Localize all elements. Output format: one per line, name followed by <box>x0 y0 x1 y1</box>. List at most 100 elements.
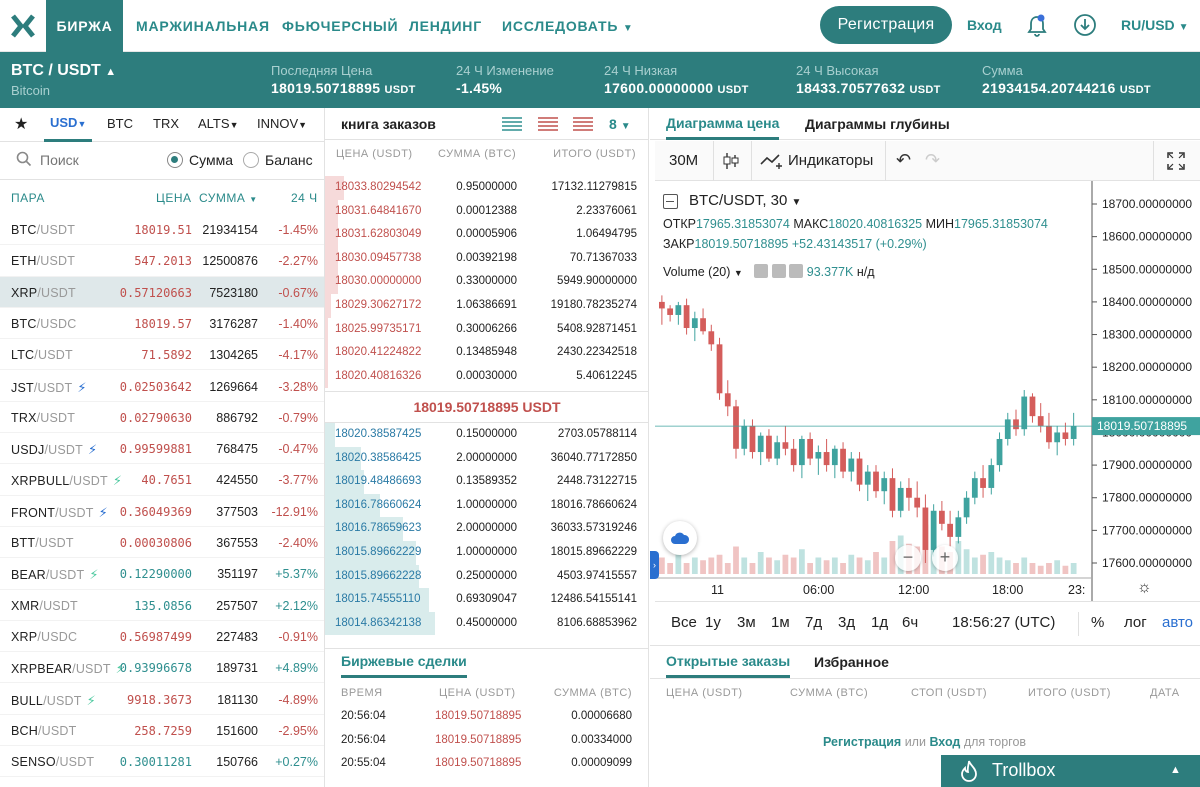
ask-row[interactable]: 18020.41224822 0.13485948 2430.22342518 <box>325 341 648 365</box>
fullscreen-icon[interactable] <box>1167 152 1185 175</box>
market-tab-btc[interactable]: BTC <box>107 116 133 131</box>
market-tab-trx[interactable]: TRX <box>153 116 179 131</box>
download-icon[interactable] <box>1073 13 1097 42</box>
pair-row[interactable]: USDJ/USDT ⚡ 0.99599881 768475 -0.47% <box>0 433 324 465</box>
nav-tab-exchange[interactable]: БИРЖА <box>46 0 123 52</box>
ask-row[interactable]: 18025.99735171 0.30006266 5408.92871451 <box>325 317 648 342</box>
nav-tab-futures[interactable]: ФЬЮЧЕРСНЫЙ <box>282 18 399 34</box>
interval-button[interactable]: 30M <box>669 152 699 169</box>
language-currency-select[interactable]: RU/USD ▼ <box>1121 17 1188 33</box>
auto-toggle[interactable]: авто <box>1162 614 1194 631</box>
zoom-out-button[interactable]: − <box>895 545 921 571</box>
ask-row[interactable]: 18031.64841670 0.00012388 2.23376061 <box>325 199 648 224</box>
range-button[interactable]: 1y <box>705 614 721 631</box>
bid-row[interactable]: 18014.86342138 0.45000000 8106.68853962 <box>325 611 648 636</box>
indicators-icon[interactable] <box>760 152 784 175</box>
register-button[interactable]: Регистрация <box>820 6 952 44</box>
expand-left-icon[interactable]: › <box>650 551 659 579</box>
depth-select[interactable]: 8 ▼ <box>609 116 631 132</box>
settings-icon[interactable] <box>771 264 786 278</box>
pair-row[interactable]: ETH/USDT 547.2013 12500876 -2.27% <box>0 245 324 277</box>
cloud-icon[interactable] <box>663 521 697 555</box>
pair-row[interactable]: TRX/USDT 0.02790630 886792 -0.79% <box>0 402 324 434</box>
bid-row[interactable]: 18016.78660624 1.00000000 18016.78660624 <box>325 493 648 518</box>
range-button[interactable]: 3д <box>838 614 856 631</box>
ask-row[interactable]: 18030.00000000 0.33000000 5949.90000000 <box>325 270 648 294</box>
nav-tab-lending[interactable]: ЛЕНДИНГ <box>409 18 482 34</box>
bid-row[interactable]: 18015.89662228 0.25000000 4503.97415557 <box>325 564 648 589</box>
view-bids-icon[interactable] <box>572 116 594 137</box>
col-pair[interactable]: ПАРА <box>11 191 45 205</box>
nav-tab-margin[interactable]: МАРЖИНАЛЬНАЯ <box>136 18 270 34</box>
utc-clock[interactable]: 18:56:27 (UTC) <box>952 614 1056 631</box>
candles-icon[interactable] <box>722 151 740 176</box>
tab-open-orders[interactable]: Открытые заказы <box>666 646 791 678</box>
remove-icon[interactable] <box>789 264 804 278</box>
bid-row[interactable]: 18020.38586425 2.00000000 36040.77172850 <box>325 446 648 471</box>
pair-row[interactable]: BTC/USDC 18019.57 3176287 -1.40% <box>0 308 324 340</box>
trollbox-bar[interactable]: Trollbox ▲ <box>941 755 1200 787</box>
chart-symbol[interactable]: BTC/USDT, 30 ▼ <box>689 192 801 209</box>
range-button[interactable]: 1д <box>871 614 889 631</box>
pair-row[interactable]: XMR/USDT 135.0856 257507 +2.12% <box>0 590 324 621</box>
pair-row[interactable]: XRPBULL/USDT ⚡ 40.7651 424550 -3.77% <box>0 464 324 496</box>
tab-price-chart[interactable]: Диаграмма цена <box>666 108 780 140</box>
volume-legend[interactable]: Volume (20) ▼ 93.377K н/д <box>663 264 874 279</box>
pair-row[interactable]: XRP/USDT 0.57120663 7523180 -0.67% <box>0 276 324 308</box>
range-button[interactable]: Все <box>671 614 697 631</box>
percent-toggle[interactable]: % <box>1091 614 1105 631</box>
market-search-input[interactable] <box>40 149 150 171</box>
trades-title[interactable]: Биржевые сделки <box>341 653 467 678</box>
login-link[interactable]: Вход <box>967 17 1002 33</box>
col-change[interactable]: 24 Ч <box>291 191 318 205</box>
view-asks-icon[interactable] <box>537 116 559 137</box>
ask-row[interactable]: 18030.09457738 0.00392198 70.71367033 <box>325 246 648 271</box>
tab-depth-chart[interactable]: Диаграммы глубины <box>805 116 950 132</box>
market-tab-usd[interactable]: USD▼ <box>44 108 93 142</box>
nav-tab-explore[interactable]: ИССЛЕДОВАТЬ ▼ <box>502 0 634 52</box>
undo-icon[interactable]: ↶ <box>896 150 912 170</box>
eye-icon[interactable] <box>754 264 769 278</box>
ask-row[interactable]: 18029.30627172 1.06386691 19180.78235274 <box>325 294 648 318</box>
pair-row[interactable]: BTT/USDT 0.00030806 367553 -2.40% <box>0 527 324 559</box>
bid-row[interactable]: 18015.74555110 0.69309047 12486.54155141 <box>325 588 648 612</box>
col-sum[interactable]: СУММА ▼ <box>199 191 258 205</box>
ask-row[interactable]: 18033.80294542 0.95000000 17132.11279815 <box>325 176 648 200</box>
range-button[interactable]: 1м <box>771 614 790 631</box>
collapse-legend-icon[interactable] <box>663 194 678 209</box>
sum-radio[interactable] <box>167 152 183 168</box>
redo-icon[interactable]: ↷ <box>925 150 941 170</box>
orders-register-link[interactable]: Регистрация <box>823 735 902 749</box>
ask-row[interactable]: 18020.40816326 0.00030000 5.40612245 <box>325 364 648 389</box>
pair-row[interactable]: BEAR/USDT ⚡ 0.12290000 351197 +5.37% <box>0 558 324 590</box>
logo[interactable] <box>0 0 46 52</box>
range-button[interactable]: 6ч <box>902 614 919 631</box>
pair-row[interactable]: XRPBEAR/USDT ⚡ 0.93996678 189731 +4.89% <box>0 652 324 684</box>
orders-login-link[interactable]: Вход <box>929 735 961 749</box>
market-tab-alts[interactable]: ALTS▼ <box>198 116 238 131</box>
bid-row[interactable]: 18019.48486693 0.13589352 2448.73122715 <box>325 470 648 494</box>
pair-row[interactable]: XRP/USDC 0.56987499 227483 -0.91% <box>0 621 324 653</box>
pair-row[interactable]: FRONT/USDT ⚡ 0.36049369 377503 -12.91% <box>0 496 324 527</box>
ask-row[interactable]: 18031.62803049 0.00005906 1.06494795 <box>325 223 648 247</box>
chart-settings-icon[interactable]: ☼ <box>1137 579 1152 596</box>
range-button[interactable]: 7д <box>805 614 823 631</box>
bid-row[interactable]: 18020.38587425 0.15000000 2703.05788114 <box>325 423 648 447</box>
pair-row[interactable]: LTC/USDT 71.5892 1304265 -4.17% <box>0 339 324 371</box>
balance-radio[interactable] <box>243 152 259 168</box>
pair-selector[interactable]: BTC / USDT ▲ <box>11 62 116 80</box>
bid-row[interactable]: 18016.78659623 2.00000000 36033.57319246 <box>325 517 648 541</box>
pair-row[interactable]: SENSO/USDT 0.30011281 150766 +0.27% <box>0 746 324 778</box>
pair-row[interactable]: JST/USDT ⚡ 0.02503642 1269664 -3.28% <box>0 371 324 402</box>
star-icon[interactable]: ★ <box>14 116 29 133</box>
range-button[interactable]: 3м <box>737 614 756 631</box>
col-price[interactable]: ЦЕНА <box>156 191 192 205</box>
view-both-icon[interactable] <box>501 116 523 137</box>
tab-favorites[interactable]: Избранное <box>814 654 889 670</box>
price-chart[interactable]: 18700.00000000 18600.00000000 18500.000000… <box>650 181 1200 601</box>
market-tab-innov[interactable]: INNOV▼ <box>257 116 307 131</box>
log-toggle[interactable]: лог <box>1124 614 1147 631</box>
zoom-in-button[interactable]: + <box>932 545 958 571</box>
indicators-button[interactable]: Индикаторы <box>788 152 874 169</box>
bell-icon[interactable] <box>1026 14 1048 43</box>
